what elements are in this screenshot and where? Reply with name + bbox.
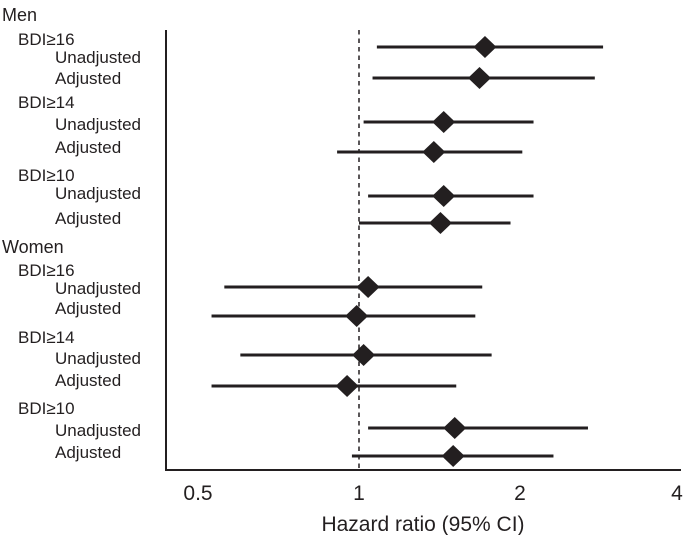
row-label: Unadjusted [55, 421, 141, 440]
group-label: Men [2, 5, 37, 25]
row-label: Adjusted [55, 443, 121, 462]
row-label: Adjusted [55, 371, 121, 390]
row-label: Unadjusted [55, 115, 141, 134]
row-label: Adjusted [55, 69, 121, 88]
row-label: Unadjusted [55, 184, 141, 203]
group-label: Women [2, 237, 64, 257]
hr-diamond [432, 185, 456, 207]
hr-diamond [428, 212, 452, 234]
row-label: Unadjusted [55, 48, 141, 67]
subgroup-label: BDI≥10 [18, 399, 75, 418]
subgroup-label: BDI≥10 [18, 166, 75, 185]
hr-diamond [345, 305, 369, 327]
subgroup-label: BDI≥16 [18, 30, 75, 49]
hr-diamond [335, 375, 359, 397]
hr-diamond [468, 67, 492, 89]
hr-diamond [422, 141, 446, 163]
x-tick-label: 2 [514, 482, 526, 505]
x-tick-label: 0.5 [183, 482, 212, 505]
x-axis-title: Hazard ratio (95% CI) [321, 513, 524, 535]
hr-diamond [352, 344, 376, 366]
row-label: Adjusted [55, 209, 121, 228]
row-label: Unadjusted [55, 279, 141, 298]
x-tick-label: 4 [671, 482, 683, 505]
subgroup-label: BDI≥16 [18, 261, 75, 280]
subgroup-label: BDI≥14 [18, 328, 75, 347]
hr-diamond [356, 276, 380, 298]
x-tick-label: 1 [353, 482, 365, 505]
row-label: Adjusted [55, 299, 121, 318]
row-label: Unadjusted [55, 349, 141, 368]
hr-diamond [432, 111, 456, 133]
row-label: Adjusted [55, 138, 121, 157]
subgroup-label: BDI≥14 [18, 93, 75, 112]
hr-diamond [473, 36, 497, 58]
hr-diamond [441, 445, 465, 467]
hr-diamond [443, 417, 467, 439]
